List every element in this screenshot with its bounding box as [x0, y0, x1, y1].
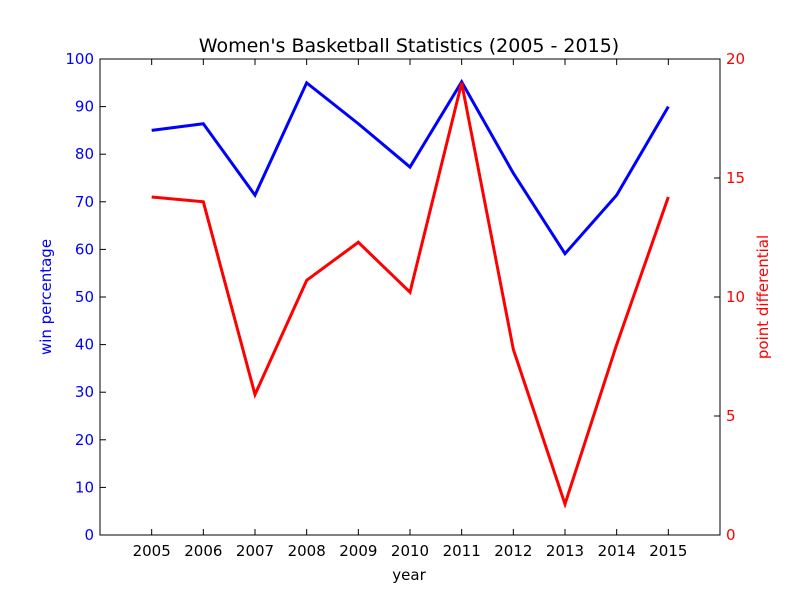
x-tick-label: 2006 [184, 542, 222, 560]
x-tick-label: 2010 [391, 542, 429, 560]
left-y-tick-label: 60 [75, 240, 94, 258]
series-layer [151, 78, 670, 509]
x-tick-label: 2008 [288, 542, 326, 560]
left-y-tick-label: 20 [75, 431, 94, 449]
x-tick-label: 2007 [236, 542, 274, 560]
left-y-tick-label: 40 [75, 336, 94, 354]
chart-title: Women's Basketball Statistics (2005 - 20… [199, 35, 619, 57]
x-axis-label: year [392, 566, 426, 584]
left-y-tick-label: 10 [75, 478, 94, 496]
x-tick-label: 2012 [494, 542, 532, 560]
right-y-tick-label: 0 [726, 526, 736, 544]
x-axis-ticks: 2005 2006 2007 2008 2009 2010 2011 2012 2013 2014… [133, 59, 687, 560]
x-tick-label: 2013 [546, 542, 584, 560]
left-y-tick-label: 0 [84, 526, 94, 544]
left-y-tick-label: 90 [75, 98, 94, 116]
x-tick-label: 2014 [598, 542, 636, 560]
right-y-tick-label: 15 [726, 169, 745, 187]
right-y-tick-label: 5 [726, 407, 736, 425]
left-y-axis-ticks: 0 10 20 30 40 50 60 70 80 90 100 [65, 50, 106, 544]
x-tick-label: 2015 [649, 542, 687, 560]
x-tick-label: 2009 [339, 542, 377, 560]
left-y-tick-label: 100 [65, 50, 94, 68]
left-y-tick-label: 30 [75, 383, 94, 401]
win-percentage-line [151, 78, 670, 257]
left-y-tick-label: 70 [75, 193, 94, 211]
x-tick-label: 2011 [443, 542, 481, 560]
right-y-tick-label: 10 [726, 288, 745, 306]
right-y-tick-label: 20 [726, 50, 745, 68]
plot-frame [99, 58, 721, 536]
left-y-axis-label: win percentage [37, 239, 55, 355]
left-y-tick-label: 80 [75, 145, 94, 163]
point-differential-line [151, 82, 670, 509]
left-y-tick-label: 50 [75, 288, 94, 306]
x-tick-label: 2005 [133, 542, 171, 560]
right-y-axis-label: point differential [754, 235, 772, 359]
right-y-axis-ticks: 0 5 10 15 20 [714, 50, 745, 544]
plot-area [99, 58, 721, 536]
